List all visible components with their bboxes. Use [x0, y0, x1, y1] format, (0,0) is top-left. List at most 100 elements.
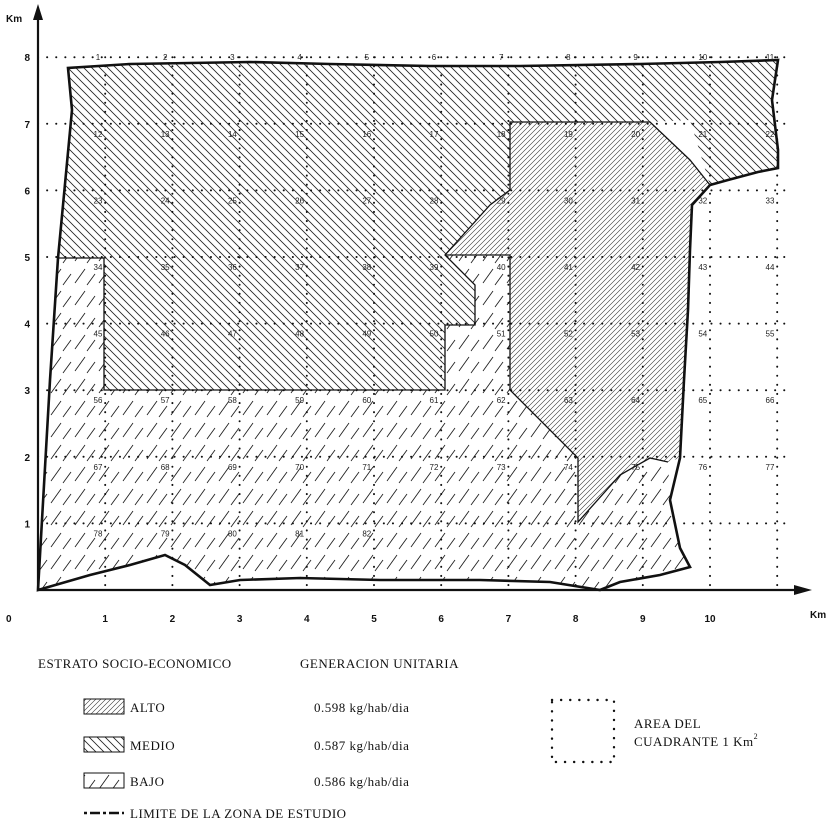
y-tick-label: 4 — [24, 320, 30, 331]
x-tick-label: 10 — [704, 614, 716, 625]
zone-medio — [58, 60, 778, 390]
cell-number: 10 — [698, 53, 707, 62]
axes — [36, 14, 800, 592]
legend-swatch-medio — [83, 736, 125, 753]
y-tick-label: 1 — [24, 519, 30, 530]
cell-number: 71 — [362, 463, 371, 472]
cell-number: 31 — [631, 196, 640, 205]
cell-number: 39 — [430, 263, 439, 272]
legend-label-medio: MEDIO — [130, 738, 175, 753]
legend-header-stratum: ESTRATO SOCIO-ECONOMICO — [38, 656, 232, 671]
y-tick-label: 6 — [24, 186, 30, 197]
cell-number: 66 — [766, 396, 775, 405]
cell-number: 53 — [631, 330, 640, 339]
cell-number: 14 — [228, 130, 237, 139]
cell-number: 69 — [228, 463, 237, 472]
cell-number: 4 — [297, 53, 302, 62]
cell-number: 51 — [497, 330, 506, 339]
cell-number: 35 — [161, 263, 170, 272]
cell-number: 5 — [365, 53, 370, 62]
cell-number: 47 — [228, 330, 237, 339]
cell-number: 21 — [698, 130, 707, 139]
x-tick-labels: 1 2 3 4 5 6 7 8 9 10 — [102, 614, 716, 625]
cell-number: 75 — [631, 463, 640, 472]
cell-number: 67 — [94, 463, 103, 472]
x-axis-arrow-icon — [794, 585, 812, 595]
cell-number: 19 — [564, 130, 573, 139]
legend-swatch-bajo — [83, 772, 125, 789]
cell-number: 12 — [94, 130, 103, 139]
cell-number: 37 — [295, 263, 304, 272]
cell-number: 65 — [698, 396, 707, 405]
cell-number: 60 — [362, 396, 371, 405]
y-tick-label: 8 — [24, 53, 30, 64]
cell-number: 27 — [362, 196, 371, 205]
cell-number: 16 — [362, 130, 371, 139]
cell-number: 7 — [499, 53, 504, 62]
legend-quadrant-area-box — [550, 698, 616, 764]
cell-number: 3 — [230, 53, 235, 62]
cell-number: 77 — [766, 463, 775, 472]
cell-number: 32 — [698, 196, 707, 205]
cell-number: 6 — [432, 53, 437, 62]
cell-number: 34 — [94, 263, 103, 272]
cell-number: 41 — [564, 263, 573, 272]
legend-label-alto: ALTO — [130, 700, 165, 715]
x-tick-label: 5 — [371, 614, 377, 625]
x-tick-label: 2 — [170, 614, 176, 625]
cell-number: 62 — [497, 396, 506, 405]
legend-label-bajo: BAJO — [130, 774, 165, 789]
cell-number: 55 — [766, 330, 775, 339]
cell-number: 22 — [766, 130, 775, 139]
cell-number: 25 — [228, 196, 237, 205]
study-zone-boundary — [36, 58, 780, 592]
y-tick-label: 2 — [24, 453, 30, 464]
x-tick-label: 3 — [237, 614, 243, 625]
x-axis-unit: Km — [810, 610, 826, 621]
zone-alto — [445, 122, 710, 522]
cell-number: 1 — [96, 53, 101, 62]
legend-quadrant-label-2: CUADRANTE 1 Km2 — [634, 732, 758, 749]
cell-number: 79 — [161, 529, 170, 538]
cell-number: 64 — [631, 396, 640, 405]
legend-header-generation: GENERACION UNITARIA — [300, 656, 459, 671]
y-tick-label: 7 — [24, 120, 30, 131]
cell-number: 8 — [566, 53, 571, 62]
cell-number: 80 — [228, 529, 237, 538]
cell-number: 73 — [497, 463, 506, 472]
cell-number: 17 — [430, 130, 439, 139]
cell-number: 78 — [94, 529, 103, 538]
cell-number: 76 — [698, 463, 707, 472]
cell-number: 30 — [564, 196, 573, 205]
cell-number: 11 — [766, 53, 775, 62]
cell-number: 58 — [228, 396, 237, 405]
cell-number: 46 — [161, 330, 170, 339]
legend-value-bajo: 0.586 kg/hab/dia — [314, 774, 409, 789]
cell-number: 72 — [430, 463, 439, 472]
cell-number: 43 — [698, 263, 707, 272]
cell-number: 36 — [228, 263, 237, 272]
cell-number: 70 — [295, 463, 304, 472]
cell-number: 33 — [766, 196, 775, 205]
legend-swatch-alto — [83, 698, 125, 715]
cell-number: 81 — [295, 529, 304, 538]
legend-boundary-label: LIMITE DE LA ZONA DE ESTUDIO — [130, 806, 347, 821]
cell-number: 38 — [362, 263, 371, 272]
cell-number: 82 — [362, 529, 371, 538]
cell-number: 49 — [362, 330, 371, 339]
cell-number: 52 — [564, 330, 573, 339]
cell-number: 20 — [631, 130, 640, 139]
cell-number: 74 — [564, 463, 573, 472]
y-axis-arrow-icon — [33, 4, 43, 20]
cell-number: 45 — [94, 330, 103, 339]
x-tick-label: 8 — [573, 614, 579, 625]
y-axis-unit: Km — [6, 14, 22, 25]
cell-number: 56 — [94, 396, 103, 405]
cell-number: 28 — [430, 196, 439, 205]
cell-number: 63 — [564, 396, 573, 405]
origin-label: 0 — [6, 614, 12, 625]
cell-number: 68 — [161, 463, 170, 472]
